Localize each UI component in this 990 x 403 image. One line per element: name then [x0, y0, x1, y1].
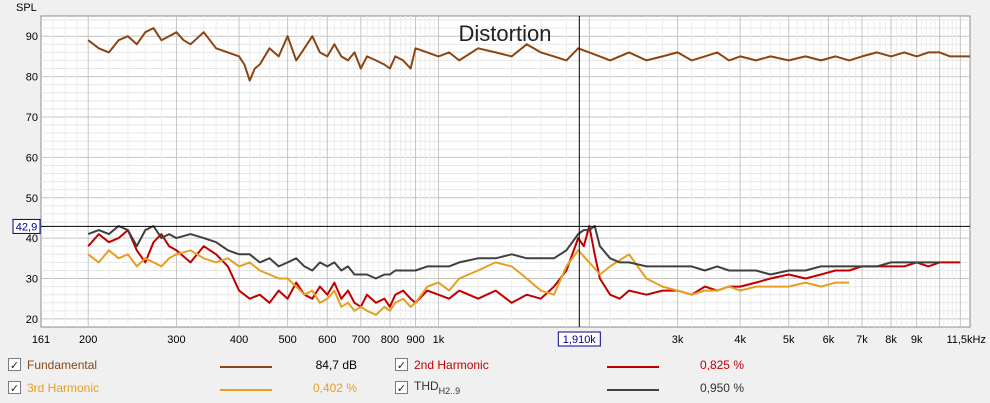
3rd-harmonic-swatch [220, 389, 272, 391]
x-tick-label: 800 [381, 334, 399, 346]
2nd-harmonic-label: 2nd Harmonic [414, 358, 489, 372]
x-tick-label: 200 [79, 334, 97, 346]
thd-checkbox[interactable]: ✓ [395, 381, 408, 395]
y-tick-label: 20 [26, 314, 38, 326]
x-tick-label: 500 [278, 334, 296, 346]
x-tick-label: 7k [856, 334, 868, 346]
x-tick-labels: 161 200 300 400 500 600 700 800 900 1k 3k 4k 5k 6k 7k 8… [32, 334, 986, 346]
3rd-harmonic-label: 3rd Harmonic [27, 381, 100, 395]
thd-label: THDH2..9 [414, 379, 460, 396]
cursor-y-readout: 42,9 [16, 221, 37, 233]
2nd-harmonic-value: 0,825 % [699, 358, 744, 372]
series-line-fundamental [87, 27, 970, 82]
x-tick-label: 400 [230, 334, 248, 346]
thd-label-text: THD [414, 379, 439, 393]
y-tick-label: 40 [26, 233, 38, 245]
x-tick-label: 8k [885, 334, 897, 346]
distortion-chart: 20 30 40 50 60 70 80 90 161 200 300 400 500 600 700 80… [12, 2, 986, 347]
thd-label-subscript: H2..9 [438, 386, 461, 396]
series-lines [87, 27, 970, 316]
y-tick-label: 80 [26, 72, 38, 84]
x-tick-label: 4k [734, 334, 746, 346]
fundamental-swatch [220, 366, 272, 368]
legend: ✓ Fundamental 84,7 dB ✓ 2nd Harmonic 0,8… [0, 350, 990, 403]
cursor-x-readout-box [557, 331, 601, 347]
x-tick-label: 700 [352, 334, 370, 346]
grid [41, 16, 970, 327]
chart-title: Distortion [459, 21, 552, 46]
y-axis-label: SPL [16, 2, 37, 14]
x-tick-label: 1k [433, 334, 445, 346]
x-tick-label: 5k [783, 334, 795, 346]
thd-value: 0,950 % [699, 381, 744, 395]
x-tick-label: 9k [911, 334, 923, 346]
x-tick-label: 6k [823, 334, 835, 346]
fundamental-checkbox[interactable]: ✓ [8, 358, 21, 372]
x-tick-label: 300 [167, 334, 185, 346]
series-line-3rd-harmonic [87, 249, 850, 316]
cursor-x-readout: 1,910k [563, 334, 597, 346]
x-tick-label: 11,5kHz [946, 334, 986, 346]
series-line-thd [87, 225, 940, 280]
x-tick-label: 600 [318, 334, 336, 346]
x-tick-label: 900 [406, 334, 424, 346]
2nd-harmonic-swatch [607, 366, 659, 368]
plot-area [40, 15, 971, 328]
y-tick-label: 50 [26, 193, 38, 205]
y-tick-label: 90 [26, 31, 38, 43]
thd-swatch [607, 389, 659, 391]
x-tick-label: 161 [32, 334, 50, 346]
fundamental-label: Fundamental [27, 358, 98, 372]
fundamental-value: 84,7 dB [315, 358, 357, 372]
y-tick-label: 70 [26, 112, 38, 124]
3rd-harmonic-value: 0,402 % [312, 381, 357, 395]
2nd-harmonic-checkbox[interactable]: ✓ [395, 358, 408, 372]
cursor[interactable]: 42,9 1,910k [12, 16, 970, 347]
x-tick-label: 3k [672, 334, 684, 346]
y-tick-labels: 20 30 40 50 60 70 80 90 [26, 31, 38, 326]
y-tick-label: 60 [26, 152, 38, 164]
3rd-harmonic-checkbox[interactable]: ✓ [8, 381, 21, 395]
y-tick-label: 30 [26, 274, 38, 286]
cursor-y-readout-box [12, 218, 41, 234]
